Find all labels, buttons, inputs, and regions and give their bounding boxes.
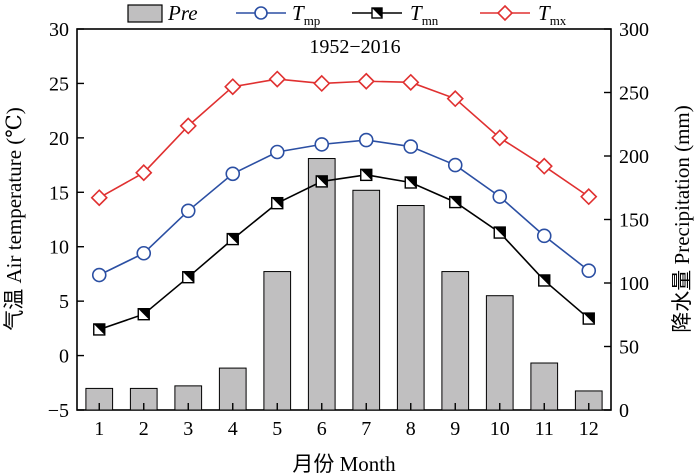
tmx-point-7 <box>357 72 375 90</box>
x-tick-label: 11 <box>535 418 554 440</box>
legend-marker-tmx <box>496 4 514 22</box>
x-tick-label: 8 <box>406 418 416 440</box>
tmx-point-6 <box>313 74 331 93</box>
tmx-point-12 <box>580 188 598 206</box>
x-tick-label: 4 <box>228 418 238 440</box>
tmp-point-5 <box>269 144 285 160</box>
legend-item-tmn: Tmn <box>352 1 439 28</box>
tmp-point-4 <box>225 166 241 182</box>
tmx-point-11 <box>535 157 553 175</box>
right-tick-label: 300 <box>619 19 649 41</box>
tmn-line <box>98 174 590 331</box>
legend-item-tmp: Tmp <box>236 1 320 28</box>
legend-label-pre: Pre <box>167 1 198 25</box>
x-tick-label: 5 <box>272 418 282 440</box>
tmn-point-9 <box>449 195 462 209</box>
x-tick-label: 6 <box>317 418 327 440</box>
left-axis-title: 气温 Air temperature (℃) <box>2 107 26 331</box>
tmn-point-12 <box>582 312 595 325</box>
legend-item-pre: Pre <box>127 1 198 25</box>
right-tick-label: 150 <box>619 210 649 232</box>
left-tick-label: 15 <box>49 182 69 204</box>
tmx-point-3 <box>179 117 197 135</box>
x-tick-label: 7 <box>361 418 371 440</box>
tmn-point-3 <box>182 270 195 284</box>
tmn-point-2 <box>137 308 150 321</box>
left-tick-label: 5 <box>59 291 69 313</box>
left-tick-label: 0 <box>59 346 69 368</box>
legend-marker-tmn <box>371 7 383 19</box>
left-tick-label: −5 <box>48 400 69 422</box>
x-tick-label: 9 <box>450 418 460 440</box>
left-tick-label: 30 <box>49 19 69 41</box>
right-axis-title: 降水量 Precipitation (mm) <box>670 105 694 332</box>
tmn-point-7 <box>360 168 373 182</box>
tmp-line <box>98 139 590 276</box>
tmp-point-7 <box>358 132 374 148</box>
legend: Pre Tmp Tmn Tmx <box>127 1 567 28</box>
tmn-point-10 <box>493 226 506 239</box>
lines-layer <box>90 70 598 336</box>
tmn-point-6 <box>315 175 328 188</box>
tmx-point-10 <box>491 129 509 147</box>
right-tick-label: 200 <box>619 146 649 168</box>
precip-bar-5 <box>263 271 292 411</box>
period-annotation: 1952−2016 <box>309 36 400 58</box>
legend-item-tmx: Tmx <box>480 1 567 28</box>
bars-layer <box>85 158 603 411</box>
legend-label-tmp: Tmp <box>292 1 320 28</box>
x-tick-label: 2 <box>139 418 149 440</box>
tmx-point-1 <box>90 189 108 207</box>
tmp-point-8 <box>403 139 419 154</box>
tmp-point-6 <box>314 137 330 152</box>
x-tick-label: 3 <box>183 418 193 440</box>
tmx-point-5 <box>268 70 286 88</box>
plot-frame <box>76 28 612 411</box>
left-tick-label: 10 <box>49 237 69 259</box>
tmn-point-8 <box>404 176 417 189</box>
right-tick-label: 50 <box>619 337 639 359</box>
x-axis-title: 月份 Month <box>292 452 396 475</box>
tmp-point-1 <box>91 267 107 283</box>
right-tick-label: 100 <box>619 273 649 295</box>
legend-marker-tmp <box>254 6 268 20</box>
x-tick-label: 10 <box>490 418 510 440</box>
tmp-point-9 <box>447 157 463 173</box>
legend-label-tmx: Tmx <box>538 1 567 28</box>
right-tick-label: 250 <box>619 83 649 105</box>
tmn-point-11 <box>538 274 551 287</box>
tmp-point-3 <box>180 203 196 219</box>
tmn-point-5 <box>271 196 284 210</box>
precip-bar-8 <box>396 205 425 411</box>
tmp-point-12 <box>581 263 597 278</box>
right-tick-label: 0 <box>619 400 629 422</box>
tmp-point-11 <box>536 228 552 244</box>
tmn-point-1 <box>93 323 106 336</box>
tmx-point-2 <box>135 164 153 182</box>
precip-bar-6 <box>307 158 336 411</box>
precip-bar-11 <box>530 362 559 411</box>
tmx-point-9 <box>446 90 464 108</box>
tmx-point-4 <box>224 78 242 96</box>
tmx-point-8 <box>402 73 420 91</box>
legend-swatch-pre <box>127 4 163 23</box>
x-tick-label: 12 <box>579 418 599 440</box>
tmn-point-4 <box>226 232 239 246</box>
tmx-line <box>98 78 590 199</box>
tmp-point-2 <box>136 245 152 261</box>
left-tick-label: 25 <box>49 73 69 95</box>
precip-bar-7 <box>352 189 381 411</box>
left-tick-label: 20 <box>49 128 69 150</box>
x-tick-label: 1 <box>94 418 104 440</box>
precip-bar-9 <box>441 271 470 411</box>
precip-bar-10 <box>485 295 514 411</box>
tmp-point-10 <box>492 189 508 204</box>
legend-label-tmn: Tmn <box>410 1 439 28</box>
